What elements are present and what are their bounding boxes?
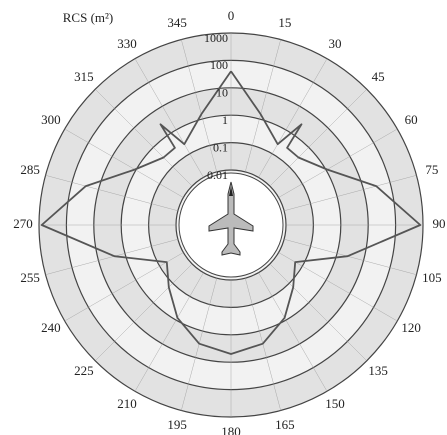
theta-tick-label: 195: [167, 417, 187, 432]
spoke: [134, 272, 204, 392]
theta-tick-label: 15: [278, 15, 291, 30]
aircraft: [208, 181, 254, 256]
spoke: [278, 252, 398, 322]
theta-tick-label: 30: [329, 36, 342, 51]
theta-tick-label: 0: [228, 8, 235, 23]
theta-tick-label: 90: [433, 216, 446, 231]
spoke: [45, 239, 178, 275]
theta-tick-label: 150: [325, 396, 345, 411]
spoke: [64, 252, 184, 322]
spoke: [64, 128, 184, 198]
spoke: [95, 263, 193, 361]
spoke: [245, 39, 281, 172]
r-tick-label: 1: [222, 113, 228, 127]
theta-tick-label: 135: [368, 363, 388, 378]
theta-tick-label: 330: [117, 36, 137, 51]
canopy: [229, 186, 233, 196]
spoke: [181, 39, 217, 172]
rcs-line: [40, 70, 422, 355]
r-tick-label: 0.01: [207, 168, 228, 182]
spoke: [258, 272, 328, 392]
r-tick-label: 10: [216, 86, 228, 100]
spoke: [284, 239, 417, 275]
r-tick-label: 100: [210, 58, 228, 72]
theta-tick-label: 210: [117, 396, 137, 411]
spoke: [269, 89, 367, 187]
theta-tick-label: 45: [372, 69, 385, 84]
theta-tick-label: 345: [167, 15, 187, 30]
theta-tick-label: 120: [401, 320, 421, 335]
theta-tick-label: 105: [422, 270, 442, 285]
theta-tick-label: 300: [41, 112, 61, 127]
spoke: [284, 175, 417, 211]
r-tick-label: 0.1: [213, 140, 228, 154]
theta-tick-label: 270: [13, 216, 33, 231]
theta-tick-label: 315: [74, 69, 94, 84]
theta-tick-label: 180: [221, 424, 241, 435]
theta-tick-label: 165: [275, 417, 295, 432]
theta-tick-label: 225: [74, 363, 94, 378]
aircraft-icon: [208, 181, 254, 256]
theta-tick-label: 75: [425, 162, 438, 177]
theta-tick-label: 60: [405, 112, 418, 127]
theta-tick-label: 255: [20, 270, 40, 285]
chart-title: RCS (m²): [63, 10, 114, 25]
spoke: [278, 128, 398, 198]
spoke: [134, 58, 204, 178]
spoke: [269, 263, 367, 361]
spoke: [45, 175, 178, 211]
theta-tick-label: 240: [41, 320, 61, 335]
spoke: [258, 58, 328, 178]
r-tick-label: 1000: [204, 31, 228, 45]
theta-tick-label: 285: [20, 162, 40, 177]
spoke: [95, 89, 193, 187]
